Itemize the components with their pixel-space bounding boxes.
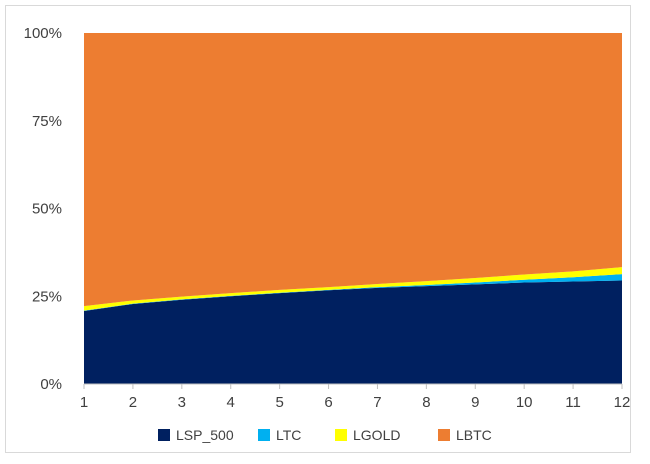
y-tick-label: 75%: [32, 113, 62, 130]
x-tick-labels: 1 2 3 4 5 6 7 8 9 10 11 12: [80, 394, 631, 411]
x-tick-label: 11: [565, 394, 581, 411]
x-tick-label: 1: [80, 394, 88, 411]
area-ltc: [84, 274, 622, 311]
legend-label: LGOLD: [353, 427, 400, 443]
y-tick-label: 0%: [40, 376, 62, 393]
x-tick-label: 2: [129, 394, 137, 411]
legend-label: LBTC: [456, 427, 492, 443]
legend-swatch: [258, 429, 270, 441]
x-tick-label: 6: [324, 394, 332, 411]
legend-item-ltc: LTC: [258, 427, 301, 443]
legend-swatch: [335, 429, 347, 441]
legend-item-lsp-500: LSP_500: [158, 427, 234, 443]
area-series-group: [84, 33, 622, 384]
y-tick-label: 100%: [24, 25, 62, 42]
x-tick-label: 7: [373, 394, 381, 411]
y-tick-label: 50%: [32, 201, 62, 218]
x-tick-label: 5: [275, 394, 283, 411]
legend-label: LSP_500: [176, 427, 234, 443]
x-tick-label: 10: [516, 394, 533, 411]
area-lgold: [84, 267, 622, 311]
legend-item-lgold: LGOLD: [335, 427, 400, 443]
x-tick-label: 8: [422, 394, 430, 411]
x-tick-label: 9: [471, 394, 479, 411]
axes-group: [83, 383, 623, 389]
legend-item-lbtc: LBTC: [438, 427, 492, 443]
y-tick-labels: 0% 25% 50% 75% 100%: [24, 25, 62, 393]
legend-swatch: [438, 429, 450, 441]
x-tick-label: 4: [227, 394, 235, 411]
y-tick-label: 25%: [32, 288, 62, 305]
area-lbtc: [84, 33, 622, 307]
legend: LSP_500 LTC LGOLD LBTC: [158, 427, 492, 443]
legend-label: LTC: [276, 427, 301, 443]
x-tick-label: 12: [614, 394, 631, 411]
legend-swatch: [158, 429, 170, 441]
x-tick-label: 3: [178, 394, 186, 411]
area-lsp-500: [84, 280, 622, 384]
